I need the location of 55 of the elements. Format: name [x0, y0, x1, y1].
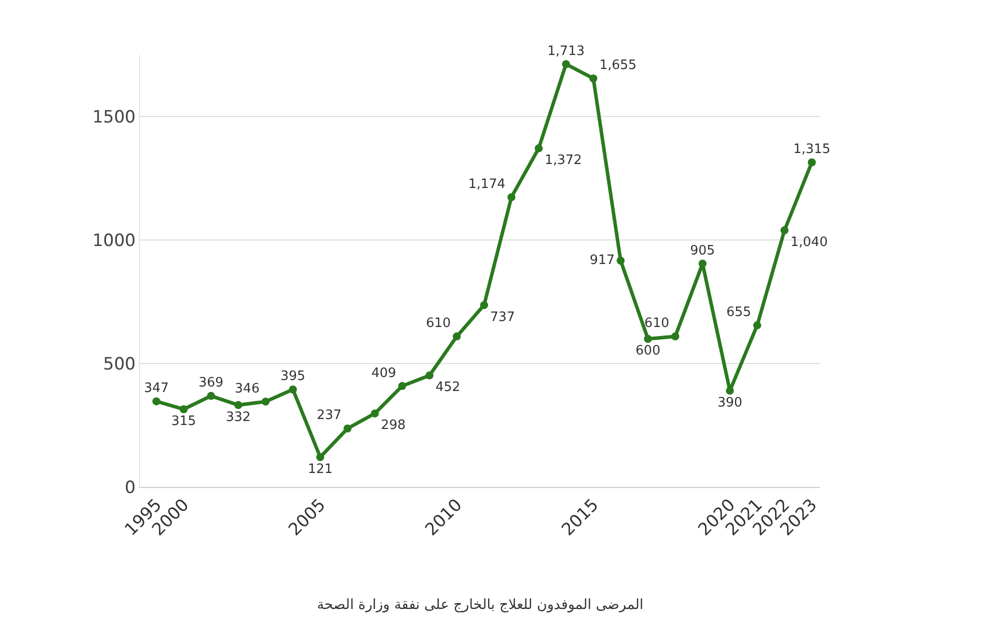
data-label: 1,315 [793, 142, 830, 158]
point [698, 260, 707, 268]
data-label: 1,655 [599, 58, 637, 74]
point [589, 74, 598, 82]
point [452, 332, 461, 340]
point [370, 409, 379, 418]
data-label: 737 [490, 310, 515, 325]
y-tick-label: 0 [124, 478, 136, 498]
point [644, 334, 652, 343]
point [180, 405, 188, 414]
point [425, 371, 434, 380]
y-tick-label: 500 [103, 354, 136, 375]
data-label: 315 [171, 414, 196, 429]
point [316, 453, 324, 462]
point [152, 397, 160, 406]
y-tick-label: 1000 [92, 231, 136, 252]
data-label: 347 [144, 381, 169, 396]
point [562, 60, 570, 68]
data-label: 600 [636, 344, 660, 359]
point [262, 398, 270, 406]
data-label: 1,174 [468, 176, 506, 192]
point [288, 385, 297, 394]
point [671, 332, 680, 340]
data-label: 1,713 [547, 44, 585, 59]
point [344, 424, 352, 432]
data-label: 655 [726, 305, 752, 320]
data-label: 452 [435, 380, 460, 396]
data-label: 610 [426, 316, 451, 332]
data-label: 610 [644, 316, 670, 332]
data-label: 332 [226, 410, 251, 425]
data-label: 917 [590, 252, 615, 268]
text: المرضى الموفدون للعلاج بالخارج على نفقة وزارة الصحة [317, 597, 644, 613]
point [726, 386, 734, 395]
data-label: 1,040 [790, 235, 828, 250]
point [616, 256, 625, 265]
point [480, 301, 488, 310]
data-label: 346 [234, 381, 260, 396]
data-label: 298 [380, 418, 406, 434]
data-label: 369 [198, 376, 224, 391]
point [808, 158, 816, 166]
data-label: 409 [371, 366, 396, 381]
data-label: 121 [308, 462, 333, 477]
data-label: 905 [690, 243, 715, 258]
data-label: 395 [280, 369, 306, 384]
data-label: 237 [316, 408, 342, 424]
point [780, 226, 788, 234]
point [507, 193, 516, 202]
data-label: 1,372 [544, 153, 582, 168]
data-label: 390 [717, 395, 742, 410]
point [234, 401, 242, 410]
point [753, 321, 762, 330]
point [534, 144, 543, 152]
y-tick-label: 1500 [92, 108, 136, 128]
point [207, 392, 215, 400]
point [398, 382, 406, 390]
